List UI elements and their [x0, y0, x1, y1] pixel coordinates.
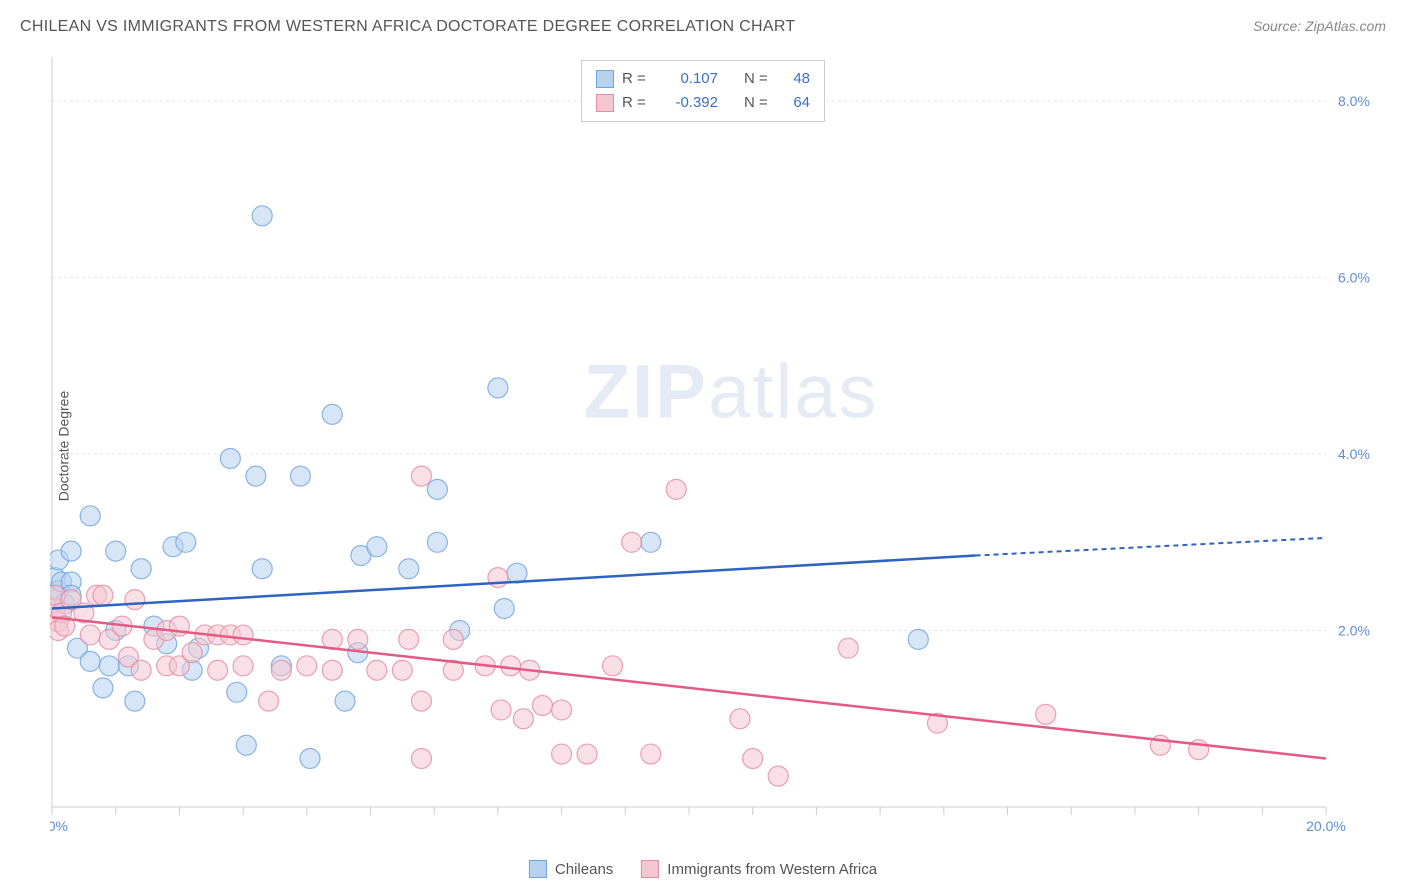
correlation-legend-row: R = -0.392 N = 64 — [596, 91, 810, 115]
legend-swatch — [529, 860, 547, 878]
scatter-plot: 0.0% 20.0% 2.0% 4.0% 6.0% 8.0% — [50, 55, 1386, 837]
svg-text:20.0%: 20.0% — [1306, 818, 1346, 834]
source-label: Source: — [1253, 18, 1301, 34]
r-label: R = — [622, 67, 650, 91]
r-label: R = — [622, 91, 650, 115]
svg-text:8.0%: 8.0% — [1338, 93, 1370, 109]
legend-swatch — [596, 94, 614, 112]
n-value: 64 — [780, 91, 810, 115]
n-value: 48 — [780, 67, 810, 91]
series-legend-label: Chileans — [555, 861, 613, 878]
series-legend-item: Immigrants from Western Africa — [641, 860, 877, 878]
source-credit: Source: ZipAtlas.com — [1253, 18, 1386, 34]
series-legend-label: Immigrants from Western Africa — [667, 861, 877, 878]
r-value: 0.107 — [658, 67, 718, 91]
n-label: N = — [744, 91, 772, 115]
n-label: N = — [744, 67, 772, 91]
chart-title: CHILEAN VS IMMIGRANTS FROM WESTERN AFRIC… — [20, 18, 795, 36]
plot-area: 0.0% 20.0% 2.0% 4.0% 6.0% 8.0% — [50, 55, 1386, 837]
correlation-legend: R = 0.107 N = 48 R = -0.392 N = 64 — [581, 60, 825, 122]
correlation-legend-row: R = 0.107 N = 48 — [596, 67, 810, 91]
svg-text:2.0%: 2.0% — [1338, 623, 1370, 639]
series-legend: Chileans Immigrants from Western Africa — [529, 860, 877, 878]
r-value: -0.392 — [658, 91, 718, 115]
legend-swatch — [596, 70, 614, 88]
svg-text:4.0%: 4.0% — [1338, 446, 1370, 462]
legend-swatch — [641, 860, 659, 878]
source-name: ZipAtlas.com — [1305, 18, 1386, 34]
series-legend-item: Chileans — [529, 860, 613, 878]
svg-text:0.0%: 0.0% — [50, 818, 68, 834]
svg-text:6.0%: 6.0% — [1338, 270, 1370, 286]
